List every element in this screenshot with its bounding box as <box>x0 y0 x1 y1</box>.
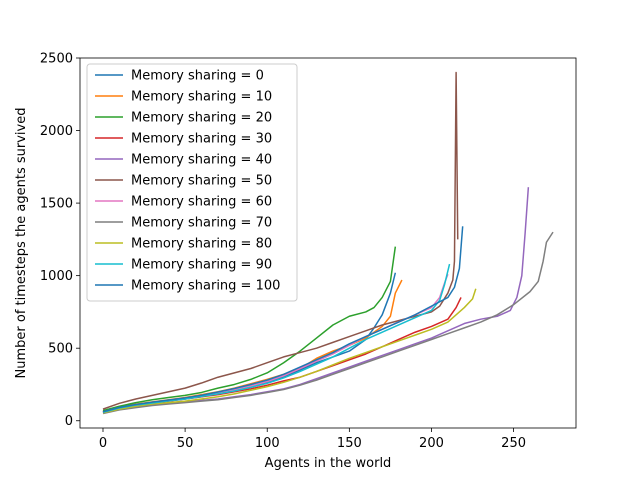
series-line-5 <box>102 71 459 410</box>
legend-entry: Memory sharing = 100 <box>131 279 280 294</box>
x-tick-label: 250 <box>501 436 526 451</box>
x-axis-label: Agents in the world <box>265 456 392 471</box>
legend-box <box>86 63 298 302</box>
x-tick-label: 100 <box>255 436 280 451</box>
y-tick-label: 500 <box>48 342 73 357</box>
y-tick-label: 2500 <box>40 52 73 67</box>
legend-entry: Memory sharing = 50 <box>131 174 272 189</box>
y-tick-label: 1500 <box>40 197 73 212</box>
legend-entry: Memory sharing = 90 <box>131 258 272 273</box>
legend-entry: Memory sharing = 60 <box>131 195 272 210</box>
legend-entry: Memory sharing = 20 <box>131 111 272 126</box>
legend-entry: Memory sharing = 70 <box>131 216 272 231</box>
series-line-8 <box>102 288 477 414</box>
series-line-7 <box>102 231 554 415</box>
series-line-2 <box>102 246 397 412</box>
x-tick-label: 0 <box>99 436 107 451</box>
legend-entry: Memory sharing = 10 <box>131 90 272 105</box>
y-tick-label: 2000 <box>40 124 73 139</box>
y-axis-label: Number of timesteps the agents survived <box>14 108 29 379</box>
legend-entry: Memory sharing = 80 <box>131 237 272 252</box>
plot-area <box>102 71 554 415</box>
legend: Memory sharing = 0 Memory sharing = 10 Mem… <box>86 63 298 302</box>
legend-entry: Memory sharing = 30 <box>131 132 272 147</box>
legend-entry: Memory sharing = 0 <box>131 69 264 84</box>
axes-frame <box>79 57 577 429</box>
y-tick-label: 1000 <box>40 269 73 284</box>
y-tick-label: 0 <box>65 414 73 429</box>
x-tick-label: 50 <box>177 436 194 451</box>
series-line-9 <box>102 263 451 414</box>
series-line-10 <box>102 226 464 413</box>
legend-entry: Memory sharing = 40 <box>131 153 272 168</box>
x-tick-label: 150 <box>337 436 362 451</box>
x-tick-label: 200 <box>419 436 444 451</box>
